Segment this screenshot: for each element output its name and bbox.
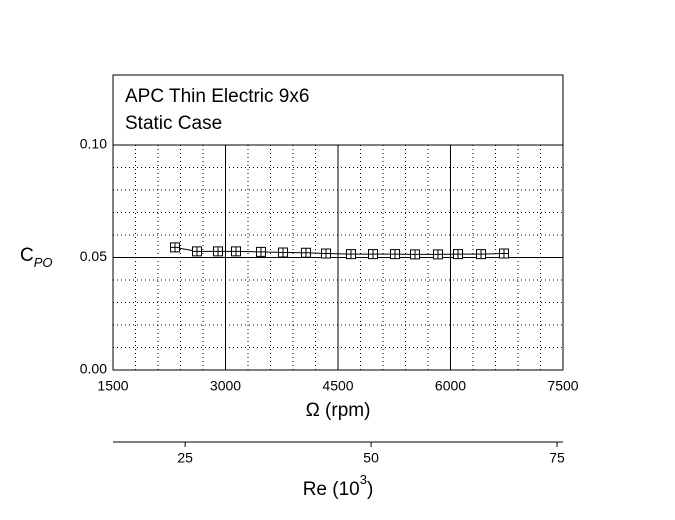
y-axis-label-main: C — [20, 245, 34, 266]
y-axis-label: CPO — [20, 245, 53, 270]
y-tick-label: 0.10 — [80, 136, 107, 152]
x-tick-label: 6000 — [435, 378, 466, 394]
x2-tick-label: 50 — [363, 450, 379, 466]
data-marker — [170, 242, 181, 253]
data-marker — [300, 247, 311, 258]
data-marker — [255, 246, 266, 257]
data-marker — [321, 248, 331, 259]
y-tick-label: 0.00 — [80, 361, 107, 377]
data-marker — [390, 249, 400, 260]
data-marker — [213, 246, 223, 257]
x2-axis-label: Re (103) — [303, 472, 374, 500]
y-tick-label: 0.05 — [80, 248, 107, 264]
x2-axis-label-end: ) — [367, 479, 373, 500]
chart-title-line: APC Thin Electric 9x6 — [125, 86, 309, 107]
data-line — [174, 246, 504, 255]
x-tick-label: 7500 — [547, 378, 578, 394]
data-marker — [192, 246, 202, 257]
data-marker — [278, 247, 289, 258]
x-axis-label: Ω (rpm) — [306, 400, 371, 421]
data-marker — [432, 249, 443, 260]
chart-title-line: Static Case — [125, 113, 222, 134]
x2-tick-label: 25 — [177, 450, 193, 466]
data-marker — [410, 249, 421, 260]
x2-tick-label: 75 — [549, 450, 565, 466]
data-marker — [231, 246, 241, 257]
data-marker — [498, 248, 509, 259]
x-tick-label: 4500 — [322, 378, 353, 394]
data-marker — [476, 249, 487, 260]
x2-axis-label-main: Re (10 — [303, 479, 360, 500]
data-marker — [345, 249, 356, 260]
x-tick-label: 1500 — [97, 378, 128, 394]
data-marker — [453, 249, 463, 260]
data-marker — [368, 249, 379, 260]
x-tick-label: 3000 — [210, 378, 241, 394]
y-axis-label-sub: PO — [34, 255, 53, 270]
x2-axis-label-sup: 3 — [360, 472, 367, 487]
